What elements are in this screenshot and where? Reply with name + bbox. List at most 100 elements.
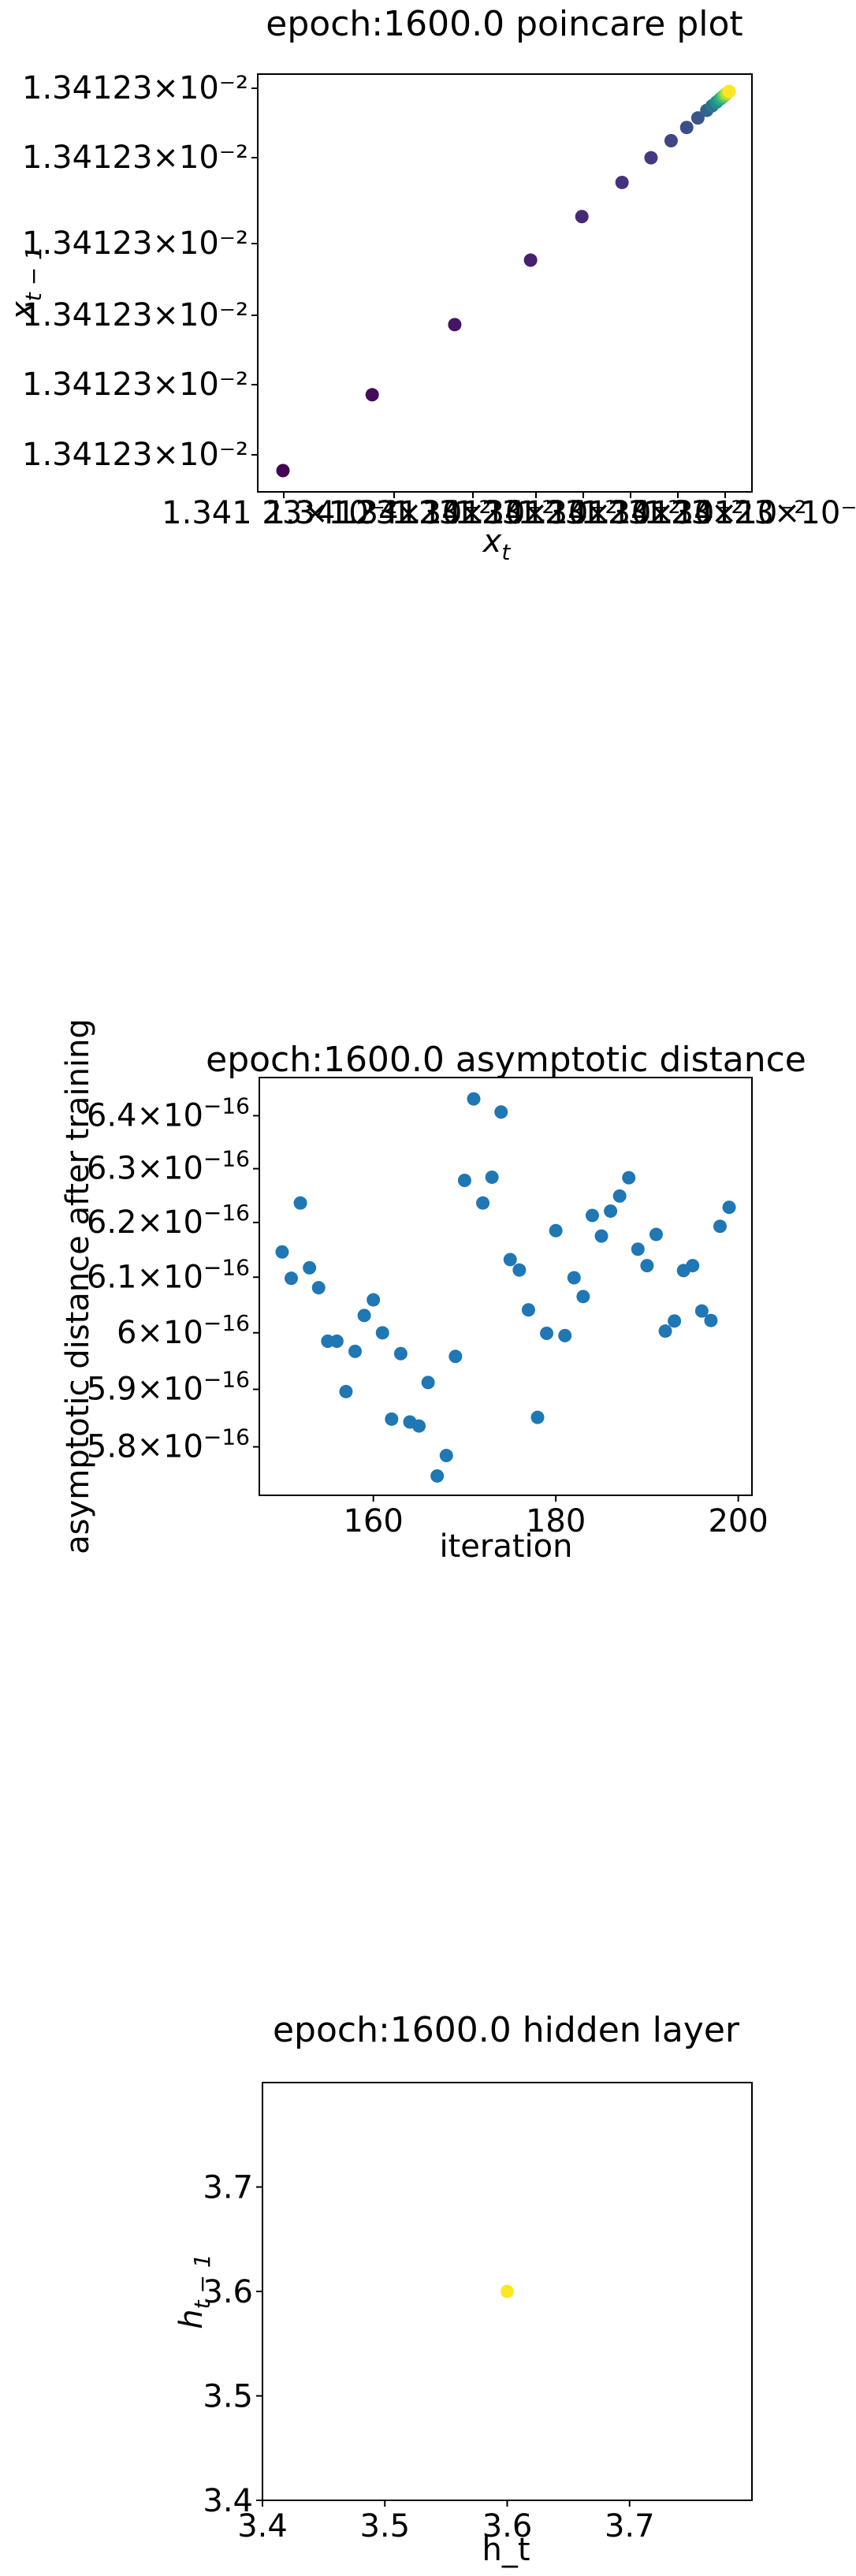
poincare-point	[679, 121, 694, 135]
asymptotic-point	[348, 1344, 363, 1358]
poincare-point	[722, 84, 736, 99]
asymptotic-y-tick-exponent: −16	[203, 1367, 250, 1393]
asymptotic-point	[503, 1253, 517, 1267]
asymptotic-x-ticks: 160 180 200	[343, 1495, 769, 1539]
asymptotic-y-tick-label: 6.4×10−16	[87, 1093, 250, 1134]
asymptotic-x-label: iteration	[440, 1528, 573, 1565]
asymptotic-point	[393, 1346, 408, 1361]
asymptotic-points	[275, 1092, 736, 1483]
asymptotic-point	[604, 1204, 618, 1218]
asymptotic-y-tick-exponent: −16	[203, 1424, 250, 1450]
poincare-plot: epoch:1600.0 poincare plot 1.34123×10⁻²1…	[5, 4, 856, 565]
asymptotic-point	[631, 1242, 645, 1256]
hidden-title: epoch:1600.0 hidden layer	[273, 2010, 740, 2050]
poincare-x-tick-label: 1.34123×10⁻²	[266, 495, 492, 531]
asymptotic-point	[339, 1384, 353, 1398]
asymptotic-point	[640, 1259, 654, 1273]
poincare-point	[644, 151, 658, 165]
hidden-layer-plot: epoch:1600.0 hidden layer 3.4 3.5 3.6 3.7 3…	[173, 2010, 753, 2568]
hidden-y-label-sub: t − 1	[189, 2254, 215, 2309]
asymptotic-point	[476, 1196, 490, 1210]
asymptotic-x-tick-label: 160	[343, 1503, 403, 1539]
asymptotic-point	[686, 1259, 700, 1273]
asymptotic-y-tick-exponent: −16	[203, 1093, 250, 1119]
asymptotic-y-tick-label: 6.3×10−16	[87, 1146, 250, 1187]
poincare-x-tick-label: 1.34123×10⁻²	[392, 495, 618, 531]
hidden-x-ticks: 3.4 3.5 3.6 3.7	[237, 2500, 655, 2544]
poincare-point	[448, 318, 462, 332]
asymptotic-point	[622, 1171, 636, 1185]
asymptotic-y-tick-exponent: −16	[203, 1310, 250, 1336]
poincare-x-tick-label: 1.34123×10⁻²	[644, 495, 856, 531]
asymptotic-point	[722, 1201, 736, 1215]
hidden-points	[501, 2284, 514, 2299]
hidden-y-label: ht − 1	[173, 2254, 215, 2328]
asymptotic-y-tick-mantissa: 5.9×10	[87, 1372, 203, 1408]
asymptotic-y-tick-mantissa: 5.8×10	[87, 1428, 203, 1465]
asymptotic-y-tick-label: 5.9×10−16	[87, 1367, 250, 1408]
asymptotic-point	[375, 1326, 389, 1340]
poincare-x-tick-label-first: 1.341 23×10⁻²	[162, 495, 398, 531]
hidden-y-tick-label: 3.5	[203, 2379, 253, 2415]
poincare-point	[365, 388, 379, 402]
hidden-x-tick-label: 3.4	[237, 2508, 288, 2544]
asymptotic-point	[585, 1208, 599, 1223]
poincare-y-tick-label: 1.34123×10⁻²	[22, 367, 248, 403]
asymptotic-point	[457, 1174, 471, 1188]
asymptotic-point	[521, 1303, 535, 1317]
asymptotic-point	[530, 1410, 545, 1424]
asymptotic-point	[412, 1419, 426, 1433]
poincare-y-tick-label: 1.34123×10⁻²	[22, 70, 248, 106]
hidden-x-tick-label: 3.7	[605, 2508, 655, 2544]
asymptotic-y-ticks: 5.8×10−165.9×10−166×10−166.1×10−166.2×10…	[87, 1093, 259, 1465]
poincare-x-ticks: 1.34123×10⁻²1.34123×10⁻²1.34123×10⁻²1.34…	[162, 492, 856, 531]
hidden-point	[501, 2284, 514, 2299]
poincare-y-tick-label: 1.34123×10⁻²	[22, 140, 248, 176]
hidden-y-tick-label: 3.6	[203, 2274, 253, 2310]
poincare-y-ticks: 1.34123×10⁻² 1.34123×10⁻² 1.34123×10⁻² 1.34…	[22, 70, 258, 473]
asymptotic-point	[594, 1229, 609, 1243]
poincare-x-tick-label: 1.34123×10⁻²	[329, 495, 555, 531]
poincare-y-label-sub: t − 1	[20, 246, 47, 301]
poincare-point	[575, 210, 589, 224]
poincare-x-label: xt	[482, 523, 512, 565]
asymptotic-point	[713, 1219, 727, 1234]
asymptotic-point	[329, 1334, 344, 1348]
asymptotic-point	[467, 1092, 481, 1106]
poincare-y-label-main: x	[5, 301, 41, 322]
poincare-y-tick-label: 1.34123×10⁻²	[22, 437, 248, 473]
poincare-title: epoch:1600.0 poincare plot	[266, 4, 742, 44]
asymptotic-point	[658, 1324, 672, 1338]
poincare-x-tick-label: 1.34123×10⁻²	[581, 495, 807, 531]
poincare-x-label-main: x	[482, 523, 502, 560]
asymptotic-y-tick-exponent: −16	[203, 1200, 250, 1226]
asymptotic-x-tick-label: 180	[526, 1503, 586, 1539]
poincare-point	[664, 134, 678, 148]
asymptotic-point	[430, 1469, 445, 1483]
asymptotic-point	[567, 1271, 581, 1285]
poincare-point	[615, 175, 629, 189]
hidden-x-tick-label: 3.5	[359, 2508, 410, 2544]
asymptotic-y-tick-label: 6×10−16	[117, 1310, 250, 1351]
asymptotic-point	[512, 1263, 527, 1277]
asymptotic-y-tick-mantissa: 6.1×10	[87, 1259, 203, 1295]
asymptotic-y-tick-label: 5.8×10−16	[87, 1424, 250, 1465]
asymptotic-point	[367, 1293, 381, 1307]
asymptotic-point	[485, 1170, 499, 1184]
asymptotic-y-tick-label: 6.1×10−16	[87, 1254, 250, 1295]
hidden-y-ticks: 3.4 3.5 3.6 3.7	[203, 2170, 262, 2519]
poincare-point	[276, 463, 290, 478]
asymptotic-point	[385, 1412, 399, 1426]
poincare-y-tick-label: 1.34123×10⁻²	[22, 225, 248, 262]
asymptotic-y-tick-exponent: −16	[203, 1254, 250, 1280]
asymptotic-point	[612, 1189, 627, 1203]
asymptotic-y-tick-mantissa: 6.3×10	[87, 1151, 203, 1187]
asymptotic-y-tick-exponent: −16	[203, 1146, 250, 1172]
asymptotic-point	[558, 1328, 572, 1342]
asymptotic-point	[540, 1327, 554, 1341]
poincare-y-tick-label: 1.34123×10⁻²	[22, 297, 248, 333]
poincare-points	[276, 84, 736, 478]
asymptotic-point	[704, 1313, 718, 1327]
hidden-y-tick-label: 3.7	[203, 2170, 253, 2206]
